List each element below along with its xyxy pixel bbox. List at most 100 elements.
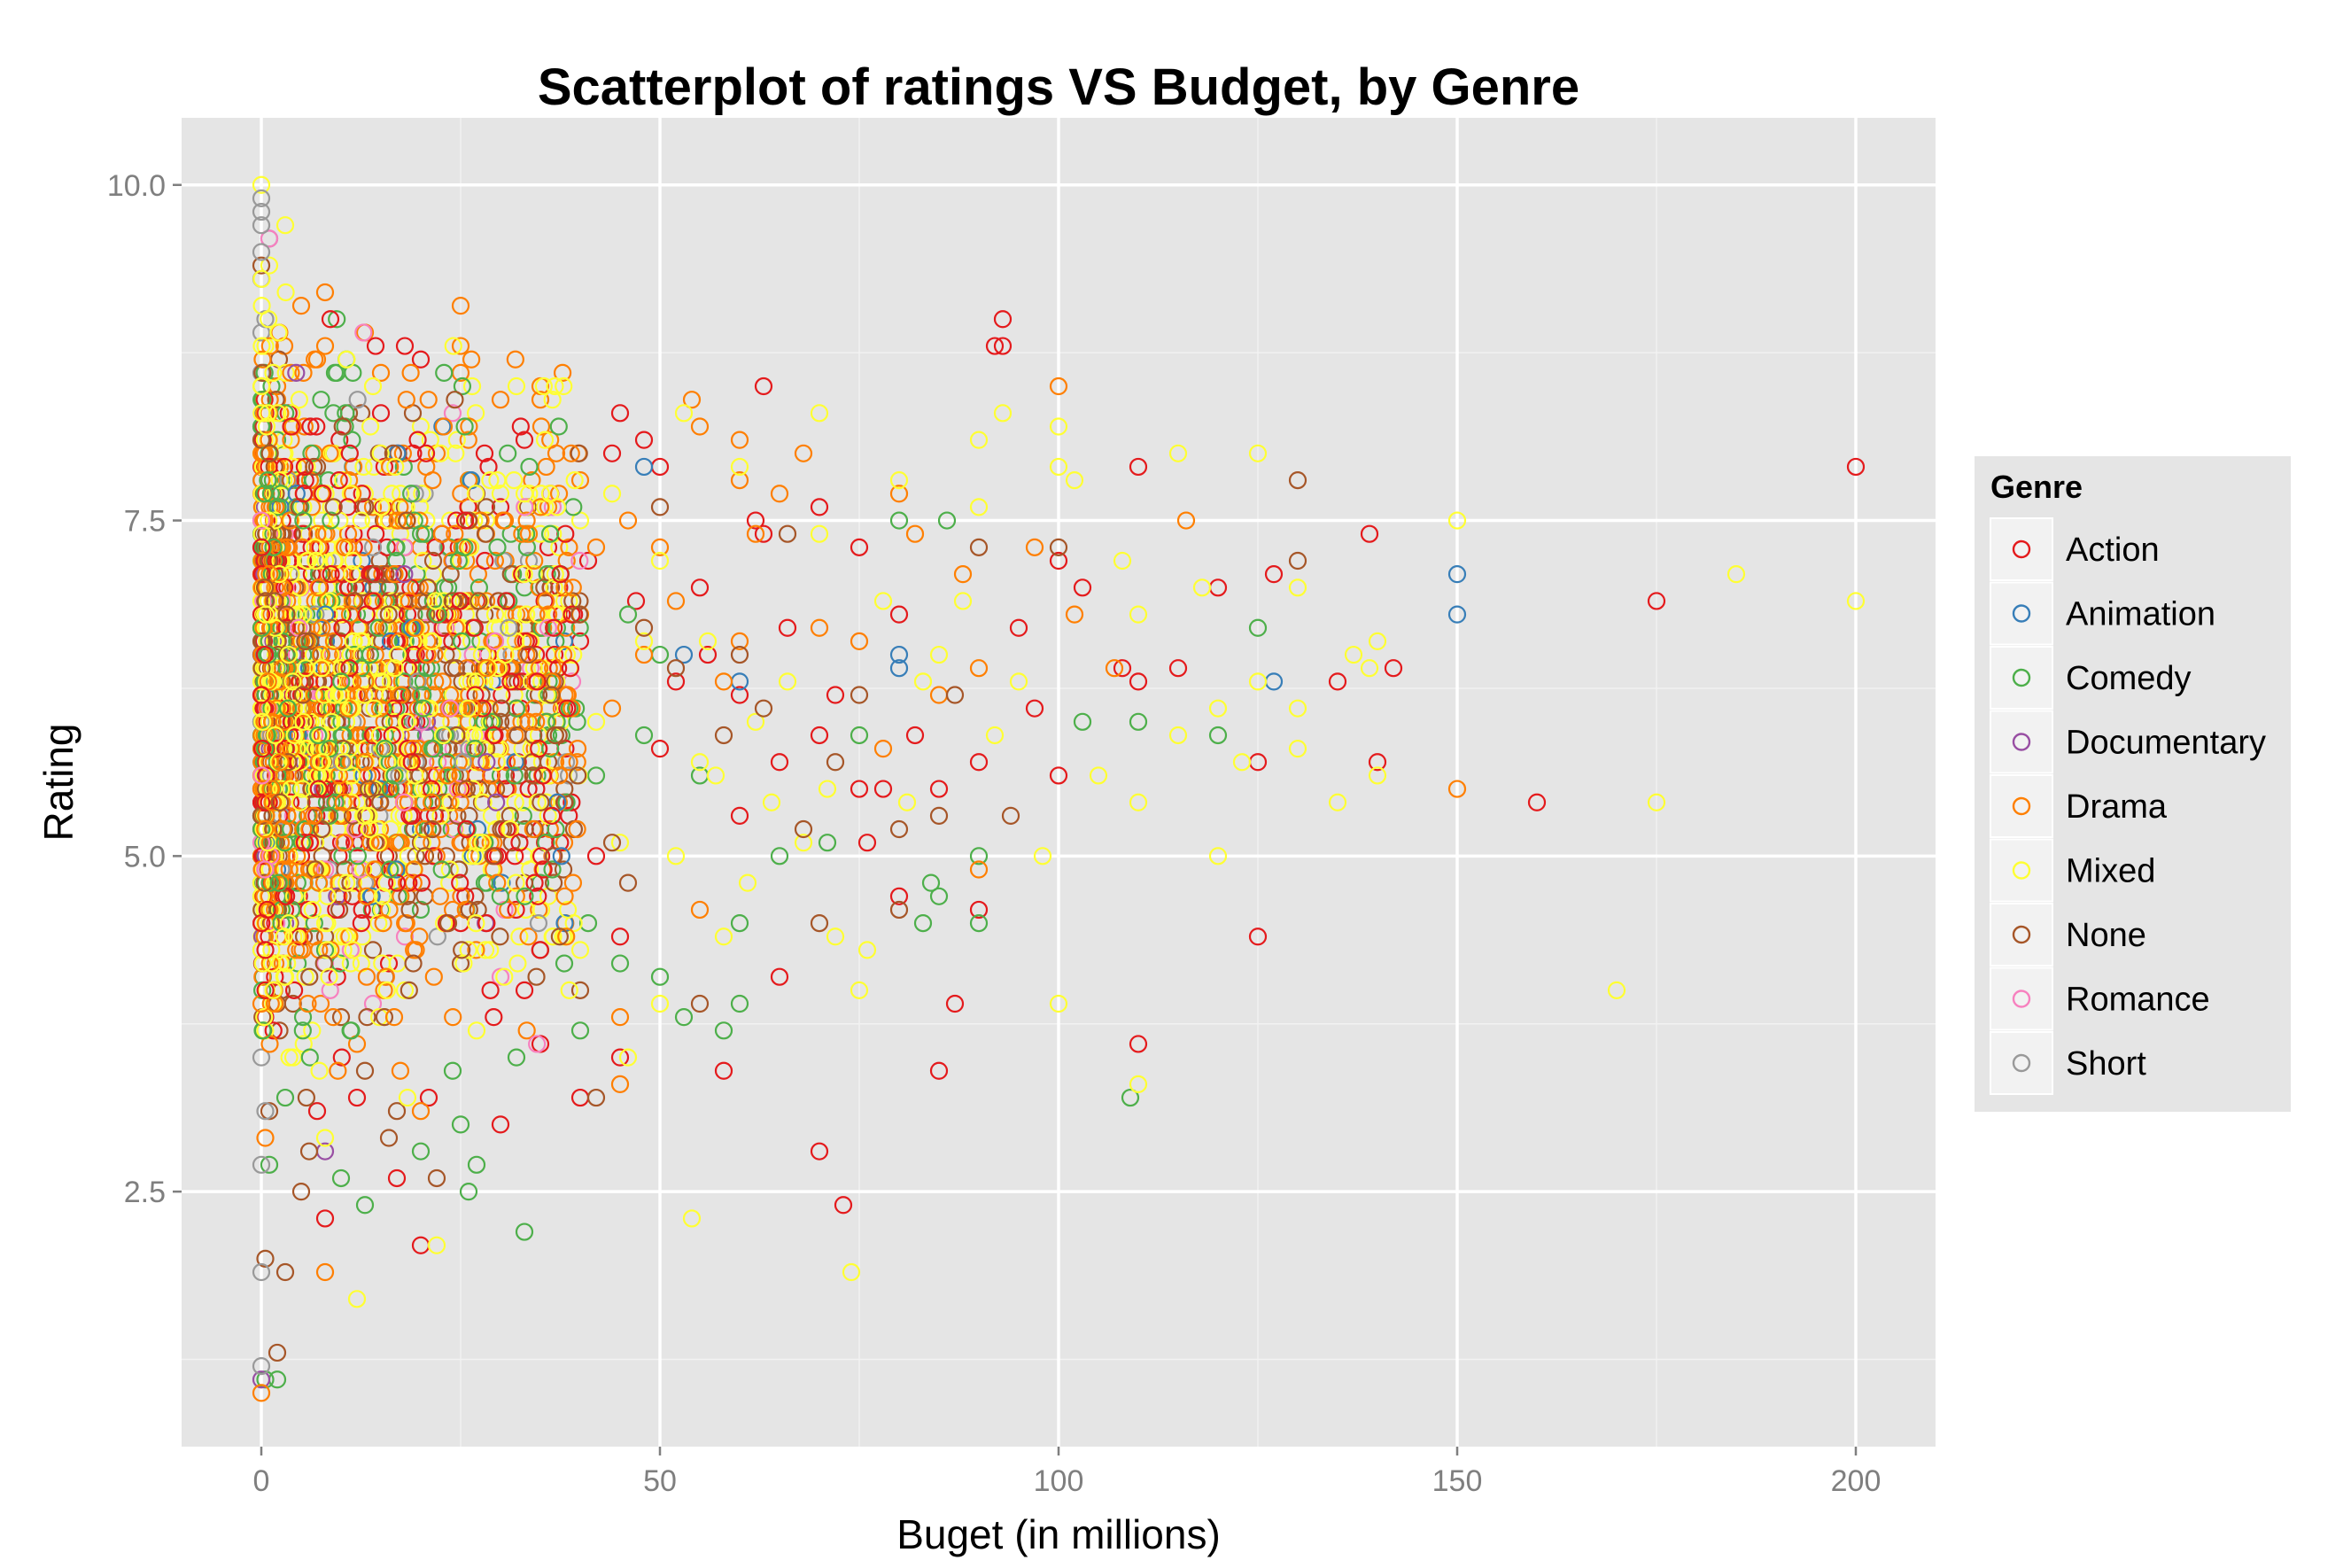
- data-point: [275, 1088, 295, 1107]
- y-tick-label: 10.0: [107, 169, 166, 203]
- data-point: [505, 766, 524, 785]
- legend-key: [1990, 710, 2053, 774]
- data-point: [1288, 470, 1307, 490]
- data-point: [281, 511, 299, 530]
- x-tick-label: 150: [1432, 1464, 1483, 1498]
- data-point: [650, 967, 670, 986]
- data-point: [379, 618, 398, 637]
- data-point: [945, 994, 965, 1013]
- data-point: [306, 793, 325, 811]
- data-point: [545, 847, 563, 866]
- data-point: [318, 941, 337, 959]
- data-point: [293, 551, 313, 571]
- data-point: [309, 726, 328, 745]
- data-point: [474, 740, 493, 758]
- data-point: [555, 887, 574, 905]
- data-point: [462, 470, 481, 490]
- data-point: [514, 806, 532, 825]
- data-point: [451, 873, 469, 892]
- data-point: [531, 417, 551, 436]
- data-point: [423, 793, 441, 811]
- data-point: [610, 1008, 630, 1027]
- data-point: [488, 672, 507, 691]
- data-point: [324, 632, 344, 651]
- data-point: [534, 860, 553, 879]
- legend-item-documentary: Documentary: [1990, 710, 2266, 774]
- data-point: [547, 712, 566, 731]
- data-point: [519, 928, 538, 946]
- data-point: [510, 834, 529, 852]
- data-point: [485, 632, 505, 651]
- data-point: [515, 1223, 534, 1241]
- legend-items: Action Animation Comedy Documentary Drama Mix…: [1990, 517, 2266, 1095]
- data-point: [287, 941, 306, 959]
- data-point: [666, 847, 686, 866]
- data-point: [353, 592, 372, 610]
- data-point: [272, 766, 291, 785]
- data-point: [1113, 659, 1132, 678]
- data-point: [441, 565, 460, 584]
- data-point: [489, 659, 508, 678]
- data-point: [1208, 847, 1228, 866]
- data-point: [338, 498, 357, 516]
- data-point: [485, 605, 505, 624]
- data-point: [282, 417, 300, 436]
- data-point: [414, 793, 432, 811]
- data-point: [547, 605, 567, 624]
- data-point: [411, 350, 431, 369]
- data-point: [810, 524, 829, 543]
- data-point: [435, 632, 454, 651]
- data-point: [266, 994, 284, 1013]
- data-point: [545, 645, 564, 664]
- data-point: [531, 793, 550, 811]
- data-point: [352, 511, 370, 530]
- data-point: [306, 592, 324, 610]
- data-point: [443, 592, 462, 610]
- data-point: [457, 551, 476, 571]
- data-point: [522, 740, 540, 758]
- data-point: [392, 686, 410, 704]
- data-point: [499, 444, 517, 462]
- data-point: [253, 967, 272, 986]
- data-point: [375, 712, 393, 731]
- data-point: [330, 470, 348, 490]
- data-point: [551, 565, 570, 584]
- data-point: [399, 740, 417, 758]
- data-point: [465, 511, 484, 530]
- data-point: [553, 363, 572, 382]
- data-point: [425, 645, 444, 664]
- data-point: [993, 404, 1013, 423]
- data-point: [497, 592, 516, 610]
- data-point: [275, 834, 294, 852]
- data-point: [558, 699, 577, 718]
- data-point: [507, 1048, 526, 1067]
- data-point: [418, 632, 437, 651]
- legend-item-romance: Romance: [1990, 966, 2210, 1031]
- data-point: [395, 672, 414, 691]
- data-point: [1129, 712, 1148, 731]
- data-point: [424, 847, 443, 866]
- data-point: [937, 511, 957, 530]
- data-point: [524, 766, 542, 785]
- data-point: [252, 592, 271, 610]
- data-point: [353, 485, 371, 503]
- data-point: [1049, 457, 1068, 477]
- data-point: [315, 283, 335, 302]
- data-point: [284, 981, 304, 999]
- data-point: [540, 485, 560, 503]
- data-point: [539, 618, 558, 637]
- data-point: [415, 847, 435, 866]
- data-point: [270, 565, 289, 584]
- data-point: [275, 712, 294, 731]
- data-point: [850, 780, 869, 798]
- data-point: [272, 913, 291, 933]
- data-point: [474, 793, 493, 811]
- data-point: [367, 524, 385, 543]
- data-point: [913, 913, 933, 933]
- data-point: [353, 578, 371, 597]
- data-point: [527, 712, 546, 731]
- x-tick-label: 50: [643, 1464, 677, 1498]
- data-point: [398, 1088, 417, 1107]
- axis-ticks: 0 50 100 150 200 2.5 5.0 7.5 10.0: [107, 169, 1882, 1498]
- data-point: [889, 511, 909, 530]
